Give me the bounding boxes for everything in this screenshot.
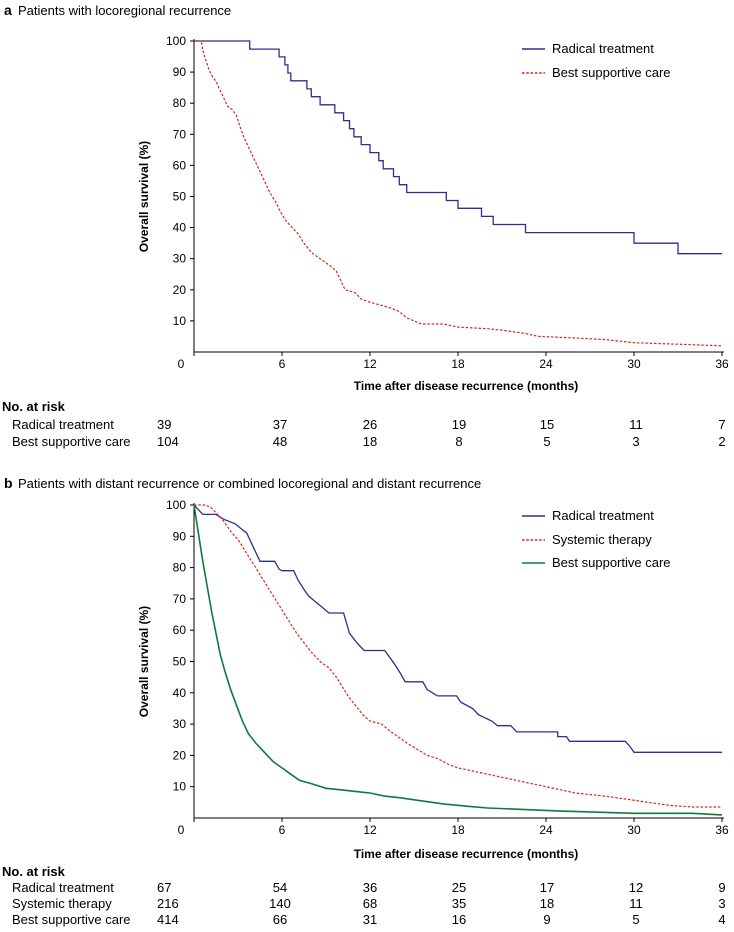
panel-b-risk-cell: 54	[273, 880, 287, 895]
panel-a-title: Patients with locoregional recurrence	[18, 3, 231, 18]
panel-b-y-tick-label: 80	[173, 561, 187, 575]
panel-b-y-axis-label: Overall survival (%)	[137, 606, 151, 717]
panel-b-risk-cell: 67	[157, 880, 171, 895]
panel-b-legend-label-2: Systemic therapy	[552, 532, 652, 547]
panel-b-y-tick-label: 50	[173, 655, 187, 669]
panel-b-title: Patients with distant recurrence or comb…	[18, 476, 481, 491]
panel-a-risk-cell: 18	[363, 434, 377, 449]
panel-a-risk-cell: 19	[452, 417, 466, 432]
panel-b-y-tick-label: 40	[173, 686, 187, 700]
panel-b-x-tick-label: 36	[715, 823, 729, 837]
panel-a-y-tick-label: 70	[173, 127, 187, 141]
panel-a-y-tick-label: 40	[173, 221, 187, 235]
panel-a-y-tick-label: 20	[173, 283, 187, 297]
panel-b-risk-cell: 18	[540, 896, 554, 911]
panel-b-risk-heading: No. at risk	[2, 864, 66, 879]
panel-b-risk-cell: 36	[363, 880, 377, 895]
panel-a-risk-cell: 11	[629, 417, 643, 432]
panel-a-risk-heading: No. at risk	[2, 399, 66, 414]
panel-a-risk-cell: 2	[718, 434, 725, 449]
panel-b-risk-cell: 17	[540, 880, 554, 895]
panel-b-risk-cell: 35	[452, 896, 466, 911]
panel-a-x-tick-label: 36	[715, 357, 729, 371]
panel-b-y-tick-label: 60	[173, 623, 187, 637]
panel-b-risk-cell: 414	[157, 912, 179, 927]
panel-a-risk-cell: 104	[157, 434, 179, 449]
panel-a-y-tick-label: 100	[166, 34, 186, 48]
panel-a-legend-label-1: Radical treatment	[552, 41, 654, 56]
panel-a-y-tick-label: 30	[173, 252, 187, 266]
panel-b-x-tick-label: 18	[451, 823, 465, 837]
panel-b-y-tick-label: 10	[173, 780, 187, 794]
panel-a-risk-row-label: Best supportive care	[12, 434, 131, 449]
panel-a-series-line-2	[194, 40, 723, 347]
panel-a-y-tick-label: 80	[173, 96, 187, 110]
panel-b-risk-cell: 9	[543, 912, 550, 927]
panel-b-x-tick-label: 12	[363, 823, 377, 837]
panel-a-y-tick-label: 50	[173, 190, 187, 204]
panel-b-y-tick-label: 90	[173, 529, 187, 543]
panel-a-legend-label-2: Best supportive care	[552, 65, 671, 80]
panel-b-x-tick-label: 24	[539, 823, 553, 837]
panel-b-risk-cell: 66	[273, 912, 287, 927]
panel-b-risk-cell: 5	[632, 912, 639, 927]
panel-b-risk-cell: 16	[452, 912, 466, 927]
panel-a-x-tick-label: 0	[178, 357, 185, 371]
panel-b-risk-row-label: Systemic therapy	[12, 896, 112, 911]
panel-a-risk-cell: 39	[157, 417, 171, 432]
panel-b-risk-cell: 3	[718, 896, 725, 911]
panel-a-series-line-1	[194, 40, 722, 255]
panel-b-risk-cell: 140	[269, 896, 291, 911]
panel-a-y-axis-label: Overall survival (%)	[137, 141, 151, 252]
panel-b-legend-label-1: Radical treatment	[552, 508, 654, 523]
panel-b-risk-cell: 12	[629, 880, 643, 895]
panel-a-risk-cell: 5	[543, 434, 550, 449]
panel-b-risk-cell: 31	[363, 912, 377, 927]
panel-b-series-line-1	[193, 504, 722, 753]
panel-b-y-tick-label: 20	[173, 748, 187, 762]
panel-b-series-line-3	[193, 504, 723, 816]
panel-b-risk-cell: 4	[718, 912, 725, 927]
panel-b-y-tick-label: 30	[173, 717, 187, 731]
panel-b-risk-row-label: Radical treatment	[12, 880, 114, 895]
panel-a-y-tick-label: 60	[173, 158, 187, 172]
panel-b-y-tick-label: 100	[166, 498, 186, 512]
panel-a-y-tick-label: 10	[173, 314, 187, 328]
panel-a-x-tick-label: 24	[539, 357, 553, 371]
panel-a-x-tick-label: 12	[363, 357, 377, 371]
panel-b-series-line-2	[194, 504, 722, 808]
panel-a-x-tick-label: 30	[627, 357, 641, 371]
panel-b-letter: b	[4, 475, 13, 491]
panel-b-risk-cell: 68	[363, 896, 377, 911]
panel-a-risk-cell: 3	[632, 434, 639, 449]
panel-a-risk-cell: 48	[273, 434, 287, 449]
panel-a-x-tick-label: 18	[451, 357, 465, 371]
panel-b-x-axis-label: Time after disease recurrence (months)	[354, 847, 579, 861]
panel-a-risk-cell: 37	[273, 417, 287, 432]
panel-a-risk-cell: 7	[718, 417, 725, 432]
panel-b-x-tick-label: 0	[178, 823, 185, 837]
panel-b-x-tick-label: 30	[627, 823, 641, 837]
panel-b-y-tick-label: 70	[173, 592, 187, 606]
panel-b-risk-cell: 11	[629, 896, 643, 911]
panel-a-x-tick-label: 6	[279, 357, 286, 371]
panel-b-risk-cell: 9	[718, 880, 725, 895]
panel-b-risk-cell: 216	[157, 896, 179, 911]
panel-a-letter: a	[4, 2, 12, 18]
panel-b-legend-label-3: Best supportive care	[552, 555, 671, 570]
panel-b-risk-cell: 25	[452, 880, 466, 895]
panel-a-risk-cell: 8	[455, 434, 462, 449]
panel-a-risk-cell: 15	[540, 417, 554, 432]
panel-a-risk-cell: 26	[363, 417, 377, 432]
panel-b-x-tick-label: 6	[279, 823, 286, 837]
panel-a-risk-row-label: Radical treatment	[12, 417, 114, 432]
panel-a-y-tick-label: 90	[173, 65, 187, 79]
panel-b-risk-row-label: Best supportive care	[12, 912, 131, 927]
panel-a-x-axis-label: Time after disease recurrence (months)	[354, 379, 579, 393]
